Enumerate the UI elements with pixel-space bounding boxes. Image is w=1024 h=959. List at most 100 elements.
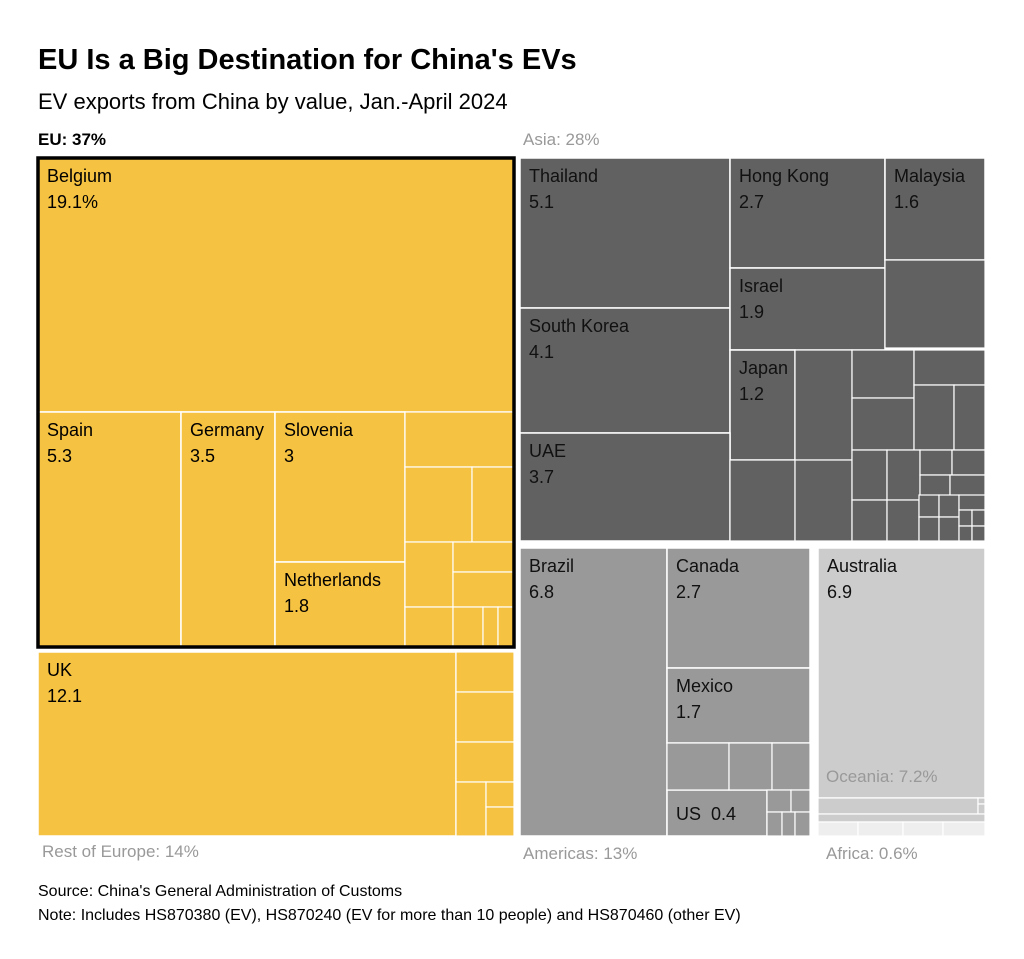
cell-asia-28-other-34 bbox=[918, 516, 940, 542]
cell-asia-28-other-35 bbox=[938, 494, 960, 518]
cell-asia-28-other-38 bbox=[958, 509, 973, 527]
cell-asia-28-other-18 bbox=[851, 349, 915, 399]
cell-africa-0-6-other-56 bbox=[902, 821, 944, 837]
group-borders bbox=[36, 156, 516, 649]
cell-asia-28-other-39 bbox=[971, 509, 986, 527]
cell-asia-28-other-25 bbox=[851, 449, 888, 501]
group-labels: EU: 37% Rest of Europe: 14% Asia: 28% Ameri… bbox=[38, 130, 938, 863]
label-canada: Canada bbox=[676, 556, 740, 576]
cell-asia-28-other-33 bbox=[918, 494, 940, 518]
label-malaysia: Malaysia bbox=[894, 166, 966, 186]
cell-eu-37-other-8 bbox=[482, 606, 499, 648]
cell-eu-37-other-5 bbox=[452, 571, 515, 608]
cell-americas-13-other-42 bbox=[666, 742, 730, 791]
value-israel: 1.9 bbox=[739, 302, 764, 322]
cell-asia-28-other-27 bbox=[919, 449, 953, 476]
cell-thailand bbox=[519, 157, 731, 309]
group-label-oceania-7-2: Oceania: 7.2% bbox=[826, 767, 938, 786]
group-label-eu-37: EU: 37% bbox=[38, 130, 106, 149]
cell-asia-28-other-22 bbox=[953, 384, 986, 451]
value-canada: 2.7 bbox=[676, 582, 701, 602]
cell-eu-37-other-9 bbox=[497, 606, 515, 648]
label-hong-kong: Hong Kong bbox=[739, 166, 829, 186]
cell-americas-13-other-45 bbox=[766, 789, 792, 813]
cell-americas-13-other-46 bbox=[790, 789, 811, 813]
cell-asia-28-other-23 bbox=[729, 459, 796, 542]
group-label-rest-of-europe-14: Rest of Europe: 14% bbox=[42, 842, 199, 861]
cell-oceania-7-2-other-50 bbox=[817, 797, 979, 815]
cell-asia-28-other-41 bbox=[971, 525, 986, 542]
value-germany: 3.5 bbox=[190, 446, 215, 466]
cell-africa-0-6-other-57 bbox=[942, 821, 986, 837]
value-brazil: 6.8 bbox=[529, 582, 554, 602]
value-us: 0.4 bbox=[711, 804, 736, 824]
cell-rest-of-europe-14-other-10 bbox=[455, 651, 515, 693]
group-label-americas-13: Americas: 13% bbox=[523, 844, 637, 863]
cell-americas-13-other-48 bbox=[781, 811, 796, 837]
cell-eu-37-other-2 bbox=[471, 466, 515, 543]
cell-asia-28-other-17 bbox=[794, 349, 853, 461]
cell-eu-37-other-4 bbox=[452, 541, 515, 573]
label-mexico: Mexico bbox=[676, 676, 733, 696]
value-mexico: 1.7 bbox=[676, 702, 701, 722]
cell-africa-0-6-other-55 bbox=[857, 821, 904, 837]
cell-eu-37-other-6 bbox=[404, 606, 454, 648]
cell-eu-37-other-7 bbox=[452, 606, 484, 648]
cell-asia-28-other-36 bbox=[938, 516, 960, 542]
cell-asia-28-other-21 bbox=[913, 384, 955, 451]
label-uae: UAE bbox=[529, 441, 566, 461]
cell-eu-37-other-1 bbox=[404, 466, 473, 543]
chart-title: EU Is a Big Destination for China's EVs bbox=[38, 44, 577, 76]
cell-germany bbox=[180, 411, 276, 648]
label-australia: Australia bbox=[827, 556, 898, 576]
source-note: Source: China's General Administration o… bbox=[38, 883, 402, 900]
cell-netherlands bbox=[274, 561, 406, 648]
cell-asia-28-other-28 bbox=[951, 449, 986, 476]
cell-americas-13-other-44 bbox=[771, 742, 811, 791]
cell-oceania-7-2-other-51 bbox=[977, 797, 986, 805]
label-slovenia: Slovenia bbox=[284, 420, 354, 440]
cell-rest-of-europe-14-other-11 bbox=[455, 691, 515, 743]
cell-uk bbox=[37, 651, 457, 837]
label-spain: Spain bbox=[47, 420, 93, 440]
label-israel: Israel bbox=[739, 276, 783, 296]
cell-asia-28-other-31 bbox=[851, 499, 888, 542]
cell-labels: Belgium 19.1% Spain 5.3 Germany 3.5 Slovenia 3 N… bbox=[47, 166, 966, 824]
group-label-asia-28: Asia: 28% bbox=[523, 130, 600, 149]
cell-spain bbox=[37, 411, 182, 648]
label-netherlands: Netherlands bbox=[284, 570, 381, 590]
value-malaysia: 1.6 bbox=[894, 192, 919, 212]
label-germany: Germany bbox=[190, 420, 264, 440]
treemap-cells bbox=[37, 157, 986, 837]
cell-americas-13-other-47 bbox=[766, 811, 783, 837]
label-japan: Japan bbox=[739, 358, 788, 378]
value-hong-kong: 2.7 bbox=[739, 192, 764, 212]
cell-rest-of-europe-14-other-13 bbox=[455, 781, 487, 837]
cell-eu-37-other-0 bbox=[404, 411, 515, 468]
value-uae: 3.7 bbox=[529, 467, 554, 487]
cell-asia-28-other-40 bbox=[958, 525, 973, 542]
footnote: Note: Includes HS870380 (EV), HS870240 (… bbox=[38, 907, 741, 924]
cell-americas-13-other-43 bbox=[728, 742, 773, 791]
cell-oceania-7-2-other-52 bbox=[977, 803, 986, 815]
cell-oceania-7-2-other-53 bbox=[817, 813, 986, 823]
cell-asia-28-other-20 bbox=[851, 397, 915, 451]
label-uk: UK bbox=[47, 660, 72, 680]
cell-eu-37-other-3 bbox=[404, 541, 454, 608]
cell-africa-0-6-other-54 bbox=[817, 821, 859, 837]
chart-subtitle: EV exports from China by value, Jan.-Apr… bbox=[38, 89, 508, 114]
label-brazil: Brazil bbox=[529, 556, 574, 576]
cell-americas-13-other-49 bbox=[794, 811, 811, 837]
cell-south-korea bbox=[519, 307, 731, 434]
value-belgium: 19.1% bbox=[47, 192, 98, 212]
value-thailand: 5.1 bbox=[529, 192, 554, 212]
cell-asia-28-other-26 bbox=[886, 449, 921, 501]
cell-rest-of-europe-14-other-12 bbox=[455, 741, 515, 783]
value-australia: 6.9 bbox=[827, 582, 852, 602]
cell-hong-kong bbox=[729, 157, 886, 269]
value-south-korea: 4.1 bbox=[529, 342, 554, 362]
cell-belgium bbox=[37, 157, 515, 413]
cell-australia bbox=[817, 547, 986, 799]
cell-asia-28-other-19 bbox=[913, 349, 986, 386]
